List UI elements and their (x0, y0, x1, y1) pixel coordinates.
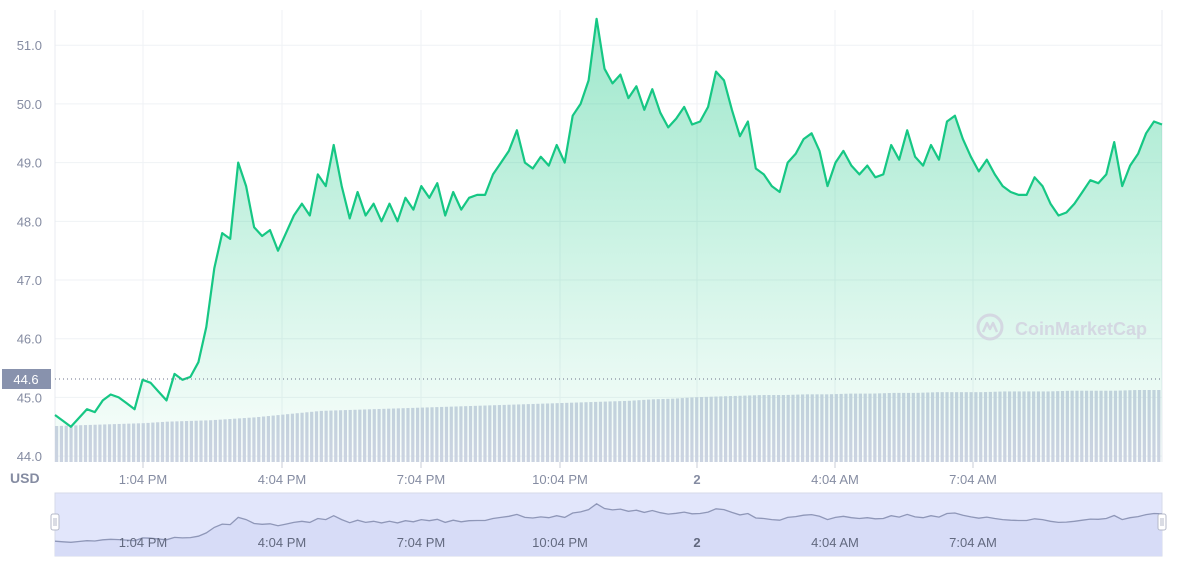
y-tick-label: 46.0 (17, 332, 42, 347)
coinmarketcap-logo: CoinMarketCap (976, 313, 1147, 341)
navigator[interactable]: 1:04 PM 4:04 PM 7:04 PM 10:04 PM 2 4:04 AM 7:0… (50, 492, 1167, 557)
handle-grip[interactable] (50, 513, 60, 531)
navigator-tick-label: 4:04 PM (258, 535, 306, 550)
price-area (55, 18, 1162, 463)
x-tick-label: 7:04 AM (949, 472, 997, 487)
y-tick-label: 51.0 (17, 38, 42, 53)
coinmarketcap-icon (976, 313, 1004, 341)
y-tick-label: 48.0 (17, 214, 42, 229)
navigator-tick-label: 7:04 PM (397, 535, 445, 550)
coinmarketcap-icon-mark (981, 321, 999, 333)
price-line (54, 17, 1163, 428)
navigator-tick-label: 2 (693, 535, 700, 550)
current-price-marker: 44.6 (2, 369, 1162, 389)
x-tick-label: 10:04 PM (532, 472, 588, 487)
x-tick-label: 2 (693, 472, 700, 487)
navigator-left-handle[interactable] (50, 513, 60, 531)
x-tick-label: 4:04 PM (258, 472, 306, 487)
x-tick-label: 1:04 PM (119, 472, 167, 487)
x-axis: 1:04 PM 4:04 PM 7:04 PM 10:04 PM 2 4:04 AM 7:0… (119, 462, 997, 487)
y-tick-label: 45.0 (17, 390, 42, 405)
y-tick-label: 50.0 (17, 97, 42, 112)
navigator-tick-label: 7:04 AM (949, 535, 997, 550)
y-tick-label: 49.0 (17, 156, 42, 171)
watermark-text: CoinMarketCap (1015, 319, 1147, 339)
current-price-badge (2, 369, 51, 389)
price-area-fill (55, 18, 1162, 463)
navigator-line (54, 503, 1163, 543)
handle-grip[interactable] (1157, 513, 1167, 531)
current-price-label: 44.6 (13, 372, 38, 387)
y-tick-label: 44.0 (17, 449, 42, 464)
y-tick-label: 47.0 (17, 273, 42, 288)
navigator-tick-label: 4:04 AM (811, 535, 859, 550)
x-tick-label: 4:04 AM (811, 472, 859, 487)
y-axis: 51.0 50.0 49.0 48.0 47.0 46.0 45.0 44.0 (17, 38, 42, 464)
currency-label: USD (10, 470, 40, 486)
x-tick-label: 7:04 PM (397, 472, 445, 487)
navigator-tick-label: 10:04 PM (532, 535, 588, 550)
price-line-layer (54, 17, 1163, 428)
navigator-tick-label: 1:04 PM (119, 535, 167, 550)
navigator-right-handle[interactable] (1157, 513, 1167, 531)
